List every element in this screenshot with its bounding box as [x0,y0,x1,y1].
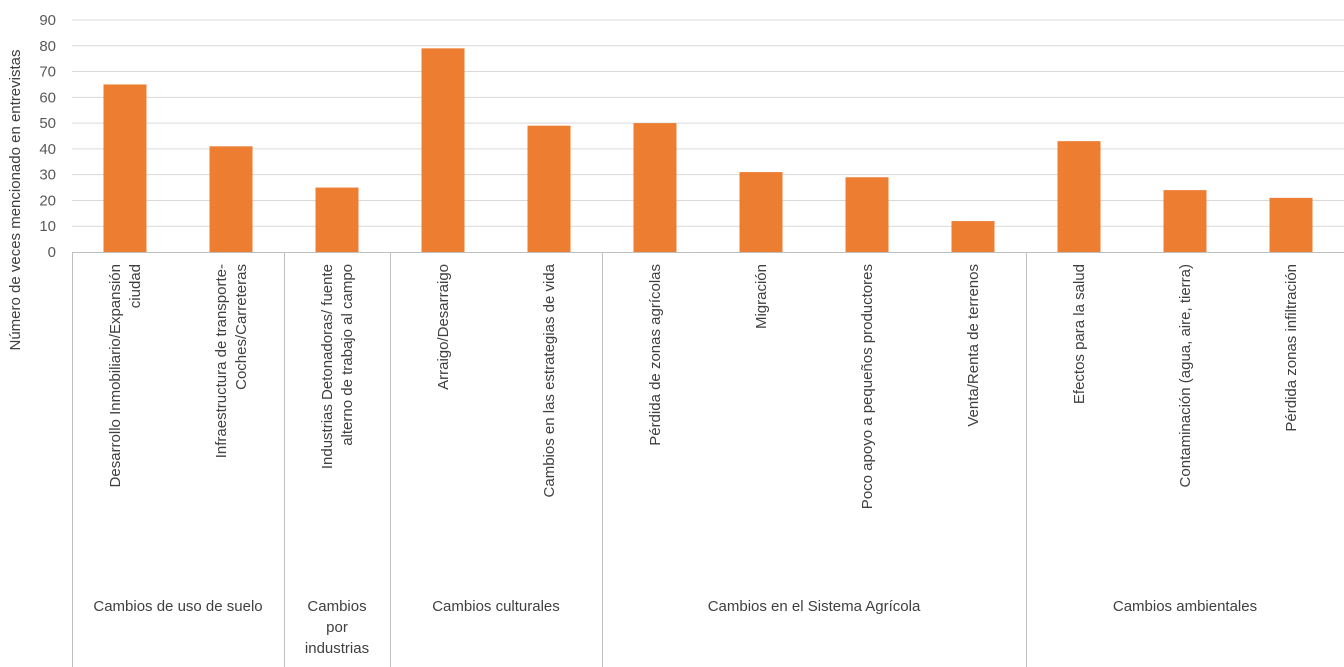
y-tick-label: 80 [39,38,56,55]
group-label: Cambios culturales [432,598,560,615]
category-label: Cambios en las estrategias de vida [541,263,558,497]
category-label: Infraestructura de transporte- [213,264,230,458]
y-tick-label: 20 [39,192,56,209]
group-labels: Cambios de uso de suelo Cambios por industr… [93,598,1257,657]
y-tick-label: 90 [39,12,56,29]
gridlines [72,19,1344,227]
category-label: ciudad [127,264,144,308]
category-label: Arraigo/Desarraigo [435,264,452,390]
group-label: industrias [305,640,369,657]
category-label: Pérdida de zonas agrícolas [647,264,664,446]
group-label: Cambios de uso de suelo [93,598,262,615]
group-label: Cambios en el Sistema Agrícola [708,598,921,615]
bar [1269,197,1313,252]
bar [527,125,571,252]
bar [739,172,783,252]
y-tick-label: 30 [39,167,56,184]
y-tick-label: 40 [39,141,56,158]
category-label: Coches/Carreteras [233,264,250,390]
category-label: Poco apoyo a pequeños productores [859,264,876,509]
y-tick-label: 50 [39,115,56,132]
y-tick-labels: 0 10 20 30 40 50 60 70 80 90 [39,12,56,261]
bar [103,84,147,252]
bar [1057,141,1101,252]
bar [421,48,465,252]
category-label: Contaminación (agua, aire, tierra) [1177,264,1194,487]
bar [633,123,677,252]
bar [845,177,889,252]
category-labels: Desarrollo Inmobiliario/Expansión ciudad I… [107,263,1300,509]
y-tick-label: 0 [48,244,56,261]
bar [315,187,359,252]
group-label: Cambios [307,598,366,615]
category-label: Industrias Detonadoras/ fuente [319,264,336,469]
bar [1163,190,1207,252]
y-tick-label: 10 [39,218,56,235]
category-label: Efectos para la salud [1071,264,1088,404]
category-label: Migración [753,264,770,329]
bar [951,221,995,252]
y-axis-label: Número de veces mencionado en entrevista… [7,50,24,351]
category-label: Desarrollo Inmobiliario/Expansión [107,264,124,487]
group-label: Cambios ambientales [1113,598,1257,615]
y-tick-label: 70 [39,64,56,81]
axes [72,252,1344,667]
group-label: por [326,619,348,636]
bars [103,48,1313,252]
category-label: alterno de trabajo al campo [339,264,356,446]
bar [209,146,253,252]
category-label: Venta/Renta de terrenos [965,264,982,427]
category-label: Pérdida zonas infiltración [1283,264,1300,432]
y-tick-label: 60 [39,89,56,106]
